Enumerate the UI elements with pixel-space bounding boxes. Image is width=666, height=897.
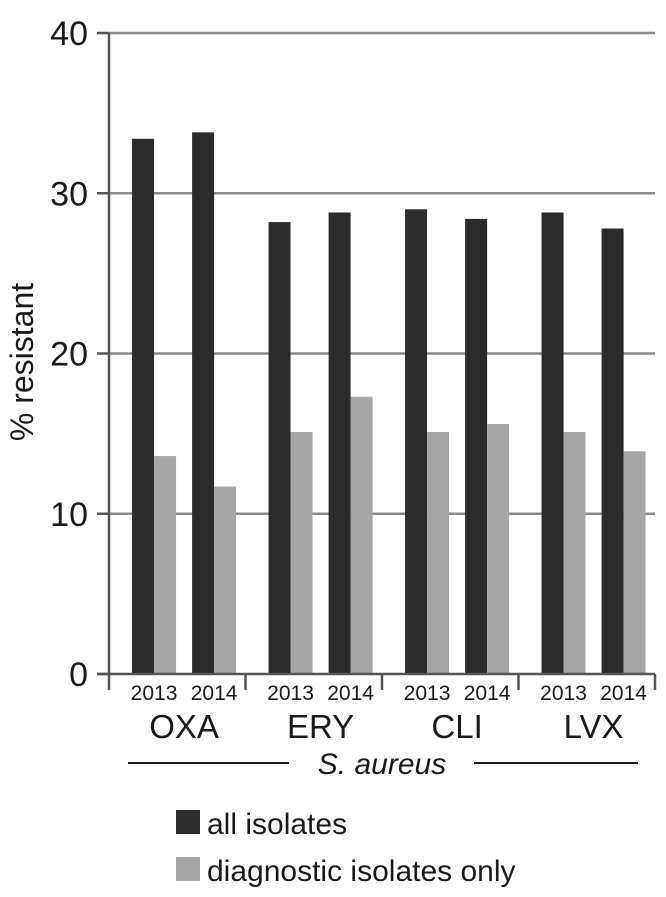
x-tick-label-year: 2014	[600, 682, 647, 705]
x-tick-label-year: 2014	[464, 682, 511, 705]
y-tick-label: 0	[69, 656, 88, 694]
x-tick-label-year: 2013	[131, 682, 178, 705]
species-label: S. aureus	[318, 748, 446, 781]
bar-all-isolates-oxa-2014	[192, 132, 215, 675]
x-group-label-cli: CLI	[431, 708, 482, 745]
bar-all-isolates-lvx-2014	[601, 228, 624, 674]
y-tick-label: 30	[50, 175, 88, 213]
bar-diagnostic-isolates-lvx-2014	[623, 451, 646, 674]
bar-all-isolates-lvx-2013	[541, 212, 564, 675]
bar-diagnostic-isolates-oxa-2014	[214, 486, 237, 674]
axes	[97, 33, 655, 676]
x-tick-label-year: 2013	[540, 682, 587, 705]
bar-all-isolates-oxa-2013	[132, 138, 155, 674]
x-tick-label-year: 2013	[267, 682, 314, 705]
bar-all-isolates-ery-2014	[328, 212, 351, 675]
x-tick-labels: 2013 2014 OXA 2013 2014 ERY 2013 2014 CLI 2013 201…	[131, 682, 648, 745]
bar-all-isolates-ery-2013	[268, 222, 291, 674]
species-label-group: S. aureus	[128, 748, 638, 781]
bar-diagnostic-isolates-oxa-2013	[154, 456, 177, 674]
bar-diagnostic-isolates-lvx-2013	[563, 432, 586, 674]
bar-diagnostic-isolates-ery-2014	[350, 396, 373, 674]
legend-label-all-isolates: all isolates	[207, 808, 347, 841]
bar-all-isolates-cli-2013	[405, 209, 428, 674]
legend-label-diagnostic-isolates: diagnostic isolates only	[207, 855, 516, 888]
x-group-label-oxa: OXA	[149, 708, 219, 745]
x-tick-label-year: 2014	[327, 682, 374, 705]
bar-diagnostic-isolates-cli-2014	[487, 424, 510, 674]
x-tick-label-year: 2013	[404, 682, 451, 705]
legend: all isolates diagnostic isolates only	[176, 808, 516, 888]
x-group-label-lvx: LVX	[564, 708, 624, 745]
legend-swatch-diagnostic-isolates	[176, 857, 200, 881]
y-tick-label: 10	[50, 496, 88, 534]
legend-swatch-all-isolates	[176, 810, 200, 834]
bars	[132, 132, 646, 675]
bar-diagnostic-isolates-ery-2013	[290, 432, 313, 674]
y-tick-label: 40	[50, 15, 88, 53]
y-tick-labels: 0 10 20 30 40	[50, 15, 88, 694]
y-tick-label: 20	[50, 336, 88, 374]
bar-diagnostic-isolates-cli-2013	[427, 432, 450, 674]
y-axis-title: % resistant	[4, 283, 40, 441]
x-group-label-ery: ERY	[287, 708, 354, 745]
x-tick-label-year: 2014	[191, 682, 238, 705]
bar-all-isolates-cli-2014	[465, 218, 488, 674]
